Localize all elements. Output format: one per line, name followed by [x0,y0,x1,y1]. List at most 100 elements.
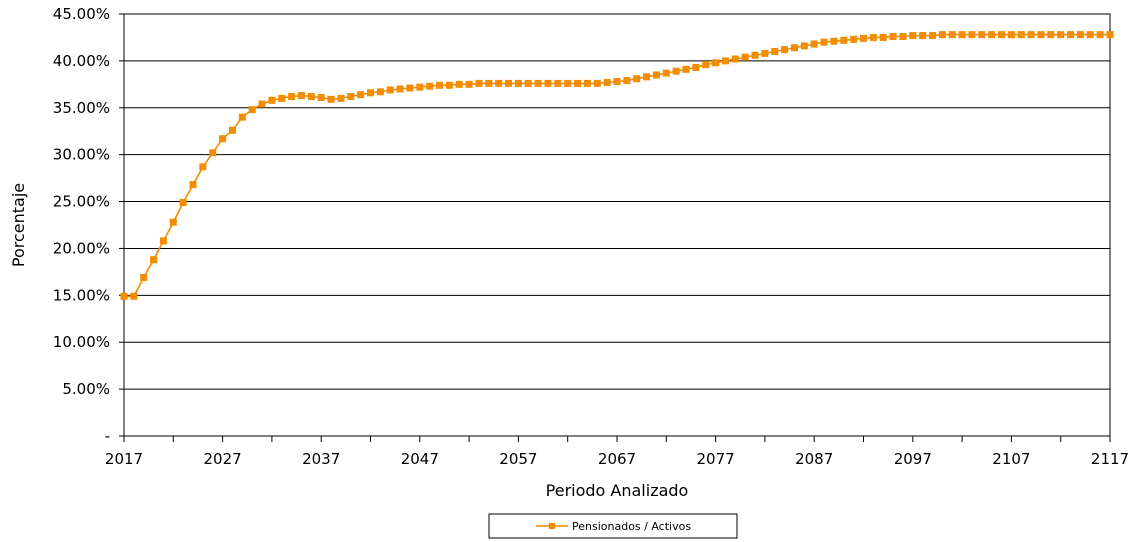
data-point [682,65,690,73]
data-point [159,237,167,245]
data-point [751,51,759,59]
data-point [1096,31,1104,39]
data-point [436,81,444,89]
data-point [899,33,907,41]
plot-area [123,13,1111,437]
data-point [288,93,296,101]
data-point [564,79,572,87]
data-point [1106,31,1114,39]
data-point [544,79,552,87]
data-point [357,91,365,99]
y-tick-label: - [105,427,110,445]
data-point [948,31,956,39]
data-point [1057,31,1065,39]
data-point [643,73,651,81]
data-point [347,93,355,101]
data-point [869,33,877,41]
data-point [968,31,976,39]
data-point [396,85,404,93]
data-point [386,86,394,94]
data-point [652,71,660,79]
data-point [554,79,562,87]
data-point [840,36,848,44]
data-point [238,113,246,121]
x-tick-label: 2117 [1091,450,1129,468]
data-point [367,89,374,97]
data-point [958,31,966,39]
data-point [800,42,808,50]
data-point [741,53,749,61]
data-point [583,79,591,87]
data-point [248,106,256,114]
data-point [376,88,384,96]
y-tick-label: 45.00% [53,5,110,23]
legend: Pensionados / Activos [488,513,738,539]
x-tick-label: 2067 [598,450,636,468]
x-axis-title: Periodo Analizado [546,481,689,500]
x-tick-label: 2097 [894,450,932,468]
series-line [124,33,1110,298]
data-point [909,32,917,40]
x-tick-label: 2087 [795,450,833,468]
data-point [860,34,867,42]
data-point [219,135,227,143]
legend-entry-label: Pensionados / Activos [572,520,691,533]
data-point [495,79,503,87]
data-point [702,61,710,69]
data-point [850,35,858,43]
data-point [445,81,453,89]
x-tick-label: 2107 [992,450,1030,468]
data-point [268,96,276,104]
x-tick-label: 2057 [499,450,537,468]
series-layer [120,31,1114,300]
data-point [820,38,828,46]
data-point [465,80,473,88]
data-point [1086,31,1094,39]
data-point [712,59,720,67]
y-axis-ticks: - 5.00% 10.00% 15.00% 20.00% 25.00% 30.00% 35.0… [53,5,124,445]
data-point [416,83,424,91]
data-point [505,79,513,87]
data-point [169,218,177,226]
data-point [929,32,937,40]
data-point [692,63,700,71]
data-point [228,126,236,134]
y-tick-label: 25.00% [53,193,110,211]
data-point [130,292,138,300]
data-point [140,274,148,282]
data-point [1017,31,1025,39]
data-point [830,37,838,45]
data-point [1067,31,1075,39]
y-tick-label: 10.00% [53,333,110,351]
data-point [337,94,345,102]
y-tick-label: 40.00% [53,52,110,70]
data-point [1076,31,1084,39]
y-tick-label: 35.00% [53,99,110,117]
data-point [672,67,680,75]
data-point [485,79,493,87]
data-point [731,55,739,63]
data-point [327,95,335,103]
data-point [889,33,897,41]
y-tick-label: 15.00% [53,286,110,304]
data-point [978,31,986,39]
data-point [1007,31,1015,39]
data-point [662,69,670,77]
data-point [426,82,434,90]
data-point [199,163,207,171]
data-point [613,78,621,86]
data-point [771,48,779,56]
data-point [179,198,187,206]
data-point [721,57,729,65]
data-point [761,49,769,57]
data-point [781,46,789,54]
data-point [623,77,631,85]
data-point [810,40,818,48]
data-point [150,256,158,264]
data-point [534,79,542,87]
data-point [406,84,414,92]
x-tick-label: 2047 [401,450,439,468]
y-tick-label: 5.00% [62,380,110,398]
data-point [1037,31,1045,39]
data-point [574,79,582,87]
